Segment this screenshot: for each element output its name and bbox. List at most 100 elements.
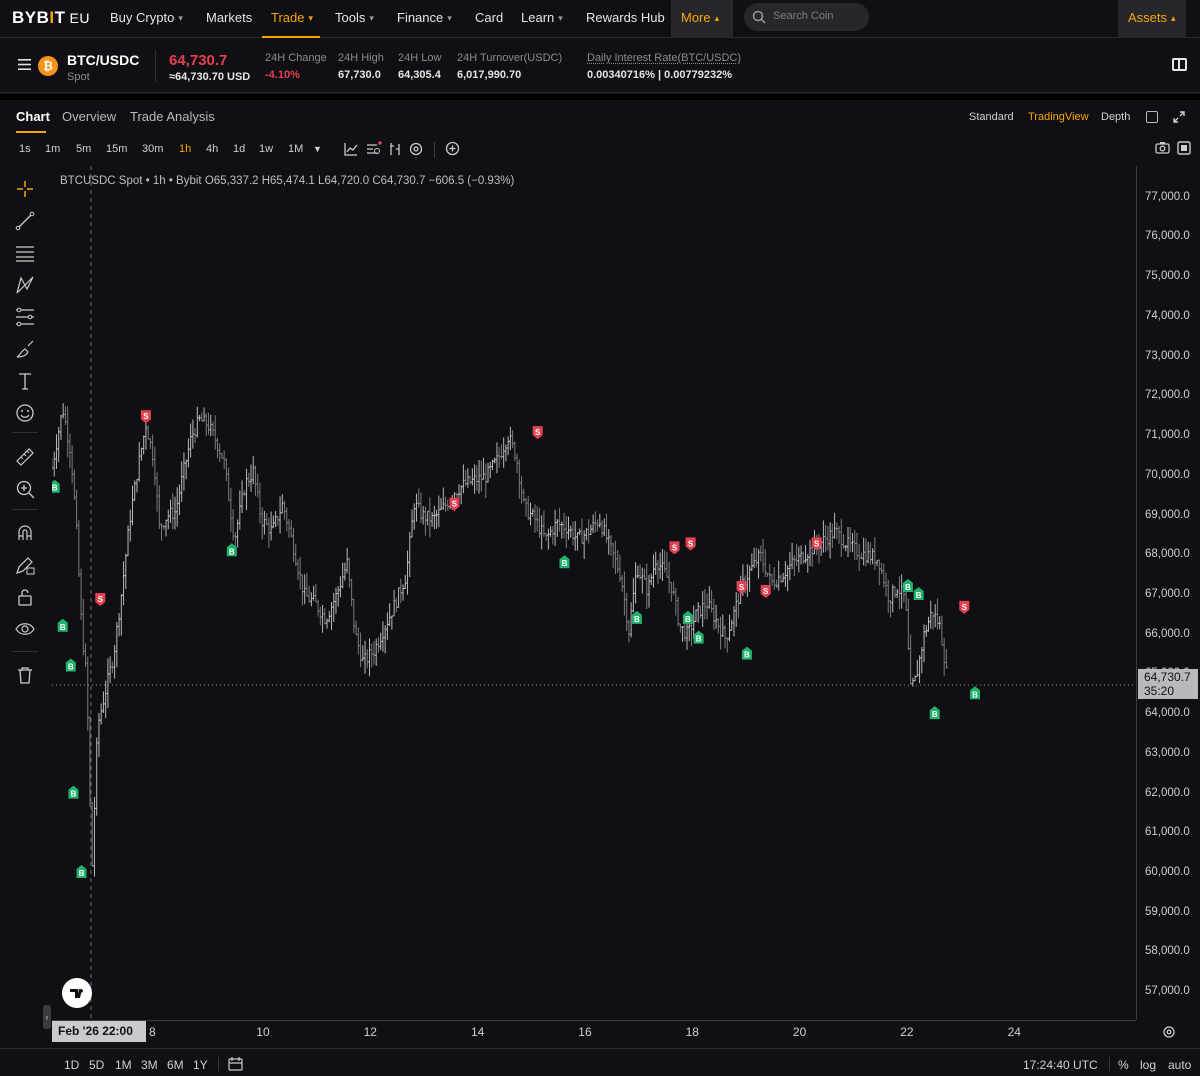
bybit-logo[interactable]: BYBIT EU (12, 8, 90, 27)
percent-scale-toggle[interactable]: % (1118, 1058, 1129, 1072)
buy-marker[interactable]: B (226, 543, 237, 557)
tab-overview[interactable]: Overview (62, 109, 117, 124)
buy-marker[interactable]: B (68, 785, 79, 799)
indicators-icon[interactable] (365, 141, 383, 157)
timeframe-1h[interactable]: 1h (179, 143, 192, 155)
expand-icon[interactable] (1172, 110, 1186, 124)
view-depth[interactable]: Depth (1101, 111, 1131, 123)
menu-icon[interactable] (18, 59, 31, 70)
buy-marker[interactable]: B (913, 586, 924, 600)
lock-icon[interactable] (14, 586, 36, 608)
sell-marker[interactable]: S (736, 581, 747, 595)
search-coin-input[interactable]: Search Coin (744, 3, 869, 31)
buy-marker[interactable]: B (929, 706, 940, 720)
sell-marker[interactable]: S (760, 585, 771, 599)
buy-marker[interactable]: B (682, 610, 693, 624)
timeframe-1m[interactable]: 1m (45, 143, 61, 155)
ruler-icon[interactable] (14, 446, 36, 468)
pencil-lock-icon[interactable] (14, 554, 36, 576)
trend-line-icon[interactable] (14, 210, 36, 232)
sell-marker[interactable]: S (959, 600, 970, 614)
axis-settings-gear-icon[interactable] (1162, 1025, 1176, 1039)
timeframe-1M[interactable]: 1M (288, 143, 304, 155)
buy-marker[interactable]: B (902, 579, 913, 593)
fib-retracement-icon[interactable] (14, 306, 36, 328)
buy-marker[interactable]: B (741, 646, 752, 660)
nav-trade[interactable]: Trade ▾ (271, 10, 314, 25)
timeframe-dropdown-icon[interactable]: ▼ (313, 144, 322, 154)
timeframe-5m[interactable]: 5m (76, 143, 92, 155)
buy-marker[interactable]: B (631, 610, 642, 624)
log-scale-toggle[interactable]: log (1140, 1058, 1157, 1072)
auto-scale-toggle[interactable]: auto (1168, 1058, 1192, 1072)
sell-marker[interactable]: S (685, 537, 696, 551)
collapse-toolbar-button[interactable]: ‹ (43, 1005, 51, 1029)
view-standard[interactable]: Standard (969, 111, 1014, 123)
add-plus-icon[interactable] (445, 141, 460, 156)
sell-marker[interactable]: S (140, 410, 151, 424)
trash-icon[interactable] (14, 664, 36, 686)
calendar-goto-icon[interactable] (228, 1056, 244, 1072)
nav-card[interactable]: Card (475, 10, 504, 25)
timeframe-1d[interactable]: 1d (233, 143, 246, 155)
view-tradingview[interactable]: TradingView (1028, 111, 1089, 123)
timeframe-4h[interactable]: 4h (206, 143, 219, 155)
nav-tools[interactable]: Tools ▾ (335, 10, 374, 25)
nav-learn[interactable]: Learn ▾ (521, 10, 563, 25)
time-axis[interactable]: 8 10 12 14 16 18 20 22 24 (52, 1020, 1136, 1044)
tradingview-logo[interactable] (62, 978, 92, 1008)
buy-marker[interactable]: B (57, 618, 68, 632)
buy-marker[interactable]: B (559, 555, 570, 569)
utc-clock[interactable]: 17:24:40 UTC (1023, 1058, 1098, 1072)
timeframe-1s[interactable]: 1s (19, 143, 31, 155)
text-tool-icon[interactable] (14, 370, 36, 392)
buy-marker[interactable]: B (970, 686, 981, 700)
sell-marker[interactable]: S (669, 541, 680, 555)
sell-marker[interactable]: S (811, 537, 822, 551)
range-1d[interactable]: 1D (64, 1058, 80, 1072)
layout-book-icon[interactable] (1172, 58, 1187, 71)
settings-gear-icon[interactable] (408, 141, 424, 157)
tab-trade-analysis[interactable]: Trade Analysis (130, 109, 215, 124)
sell-marker[interactable]: S (532, 426, 543, 440)
zoom-in-icon[interactable] (14, 478, 36, 500)
sell-marker[interactable]: S (95, 592, 106, 606)
nav-markets[interactable]: Markets (206, 10, 253, 25)
ohlc-bar (269, 511, 273, 541)
buy-marker[interactable]: B (65, 658, 76, 672)
range-5d[interactable]: 5D (89, 1058, 105, 1072)
timeframe-15m[interactable]: 15m (106, 143, 128, 155)
fullscreen-square-icon[interactable] (1146, 111, 1158, 123)
range-1m[interactable]: 1M (115, 1058, 132, 1072)
brush-icon[interactable] (14, 338, 36, 360)
pair-name[interactable]: BTC/USDC (67, 52, 140, 68)
nav-buy-crypto[interactable]: Buy Crypto ▾ (110, 10, 183, 25)
nav-finance[interactable]: Finance ▾ (397, 10, 452, 25)
buy-marker[interactable]: B (76, 865, 87, 879)
nav-assets[interactable]: Assets ▴ (1128, 10, 1176, 25)
buy-marker[interactable]: B (693, 630, 704, 644)
range-6m[interactable]: 6M (167, 1058, 184, 1072)
stat-label-interest-rate[interactable]: Daily Interest Rate(BTC/USDC) (587, 52, 742, 64)
compare-icon[interactable] (388, 141, 402, 157)
timeframe-30m[interactable]: 30m (142, 143, 164, 155)
tab-chart[interactable]: Chart (16, 109, 50, 124)
emoji-icon[interactable] (14, 402, 36, 424)
chart-type-icon[interactable] (343, 141, 359, 157)
sell-marker[interactable]: S (449, 497, 460, 511)
buy-marker[interactable]: B (52, 479, 60, 493)
timeframe-1w[interactable]: 1w (259, 143, 274, 155)
crosshair-icon[interactable] (14, 178, 36, 200)
nav-more[interactable]: More ▴ (681, 10, 720, 25)
magnet-icon[interactable] (14, 522, 36, 544)
price-axis[interactable]: 77,000.0 76,000.0 75,000.0 74,000.0 73,000.0… (1136, 166, 1200, 1020)
image-icon[interactable] (1177, 141, 1191, 155)
eye-icon[interactable] (14, 618, 36, 640)
camera-icon[interactable] (1155, 141, 1170, 155)
parallel-lines-icon[interactable] (14, 242, 36, 264)
range-3m[interactable]: 3M (141, 1058, 158, 1072)
range-1y[interactable]: 1Y (193, 1058, 208, 1072)
pattern-icon[interactable] (14, 274, 36, 296)
nav-rewards-hub[interactable]: Rewards Hub (586, 10, 665, 25)
